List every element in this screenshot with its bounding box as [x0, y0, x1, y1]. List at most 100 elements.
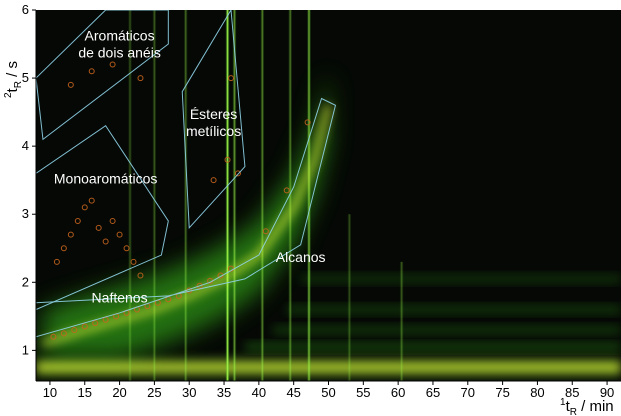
x-tick-label: 20	[112, 385, 126, 400]
x-tick-label: 75	[495, 385, 509, 400]
region-outline	[36, 97, 337, 338]
region-label: Alcanos	[276, 249, 326, 265]
axis-title-sup: 1	[560, 397, 566, 408]
peak-marker	[71, 326, 78, 333]
peak-marker	[53, 258, 60, 265]
y-axis-title: 2tR / s	[3, 61, 24, 98]
axis-title-rest: / min	[577, 398, 614, 415]
x-tick-label: 50	[321, 385, 335, 400]
peak-marker	[123, 245, 130, 252]
signal-glow	[42, 71, 329, 358]
y-tick-label: 1	[22, 342, 29, 357]
peak-marker	[234, 170, 241, 177]
peak-marker	[60, 330, 67, 337]
region-label: Monoaromáticos	[54, 171, 158, 187]
axis-title-sup: 2	[3, 92, 14, 98]
peak-marker	[60, 245, 67, 252]
peak-marker	[130, 258, 137, 265]
peak-marker	[283, 187, 290, 194]
peak-marker	[196, 282, 203, 289]
region-outline	[36, 125, 169, 311]
signal-streak	[260, 10, 265, 381]
axis-title-main: t	[4, 87, 21, 92]
peak-marker	[67, 81, 74, 88]
x-tick-label: 15	[78, 385, 92, 400]
peak-marker	[224, 156, 231, 163]
peak-marker	[116, 231, 123, 238]
peak-marker	[109, 218, 116, 225]
signal-streak	[399, 261, 404, 381]
x-tick-label: 70	[461, 385, 475, 400]
region-label-line: de dois anéis	[78, 45, 161, 61]
x-tick-label: 30	[182, 385, 196, 400]
y-tick-label: 5	[22, 70, 29, 85]
x-axis-title: 1tR / min	[560, 397, 614, 416]
x-tick-label: 35	[217, 385, 231, 400]
peak-marker	[137, 75, 144, 82]
peak-marker	[210, 177, 217, 184]
peak-marker	[137, 272, 144, 279]
peak-marker	[102, 238, 109, 245]
x-tick-label: 25	[147, 385, 161, 400]
region-layer: Aromáticos de dois anéis Ésteres metílicos M…	[36, 10, 337, 338]
signal-streak	[288, 10, 293, 381]
x-tick-label: 90	[600, 385, 614, 400]
peak-marker	[88, 197, 95, 204]
signal-band	[272, 324, 621, 335]
peak-marker	[262, 228, 269, 235]
axis-title-main: t	[566, 398, 571, 415]
y-tick-label: 6	[22, 2, 29, 17]
signal-streak	[232, 10, 237, 381]
x-tick-label: 80	[530, 385, 544, 400]
signal-streak	[307, 10, 311, 381]
region-label-line: Monoaromáticos	[54, 171, 158, 187]
signal-band	[36, 356, 621, 379]
peak-marker	[74, 218, 81, 225]
region-outline	[36, 10, 169, 141]
plot-area: Aromáticos de dois anéis Ésteres metílicos M…	[36, 10, 621, 381]
peak-marker	[304, 119, 311, 126]
peak-marker	[228, 75, 234, 82]
x-tick-label: 55	[356, 385, 370, 400]
region-label-line: Aromáticos	[85, 28, 155, 44]
region-label: Aromáticos de dois anéis	[78, 28, 161, 61]
region-label: Naftenos	[92, 290, 148, 306]
region-label-line: Ésteres	[190, 106, 237, 122]
signal-band	[244, 341, 621, 352]
x-tick-label: 65	[426, 385, 440, 400]
y-tick-label: 2	[22, 274, 29, 289]
y-tick-label: 4	[22, 138, 29, 153]
peak-marker	[95, 224, 102, 231]
signal-streak	[183, 10, 188, 381]
signal-streak	[225, 10, 230, 381]
peak-marker	[109, 61, 116, 68]
x-tick-label: 40	[252, 385, 266, 400]
signal-band	[300, 273, 621, 284]
region-label-line: Naftenos	[92, 290, 148, 306]
peak-marker	[81, 204, 88, 211]
axis-title-sub: R	[13, 81, 24, 88]
axis-title-rest: / s	[4, 61, 21, 81]
region-label: Ésteres metílicos	[186, 106, 241, 139]
x-tick-label: 45	[286, 385, 300, 400]
region-outline	[181, 10, 246, 230]
region-label-line: metílicos	[186, 123, 241, 139]
region-label-line: Alcanos	[276, 249, 326, 265]
x-tick-label: 10	[43, 385, 57, 400]
y-axis: 1 2 3 4 5 6	[22, 2, 37, 381]
signal-streak	[152, 10, 157, 381]
x-tick-label: 60	[391, 385, 405, 400]
signal-streak	[128, 10, 133, 381]
signal-streak	[347, 214, 352, 381]
axis-title-sub: R	[570, 407, 577, 416]
y-tick-label: 3	[22, 206, 29, 221]
peak-marker	[67, 231, 74, 238]
x-axis: 10 15 20 25 30 35 40 45 50 55 60 65 70 75 80 85 90	[36, 380, 621, 400]
signal-band	[286, 304, 621, 315]
peak-marker	[81, 323, 88, 330]
x-tick-label: 85	[565, 385, 579, 400]
peak-marker	[92, 320, 99, 327]
peak-marker	[88, 68, 95, 75]
peak-marker	[50, 333, 57, 340]
